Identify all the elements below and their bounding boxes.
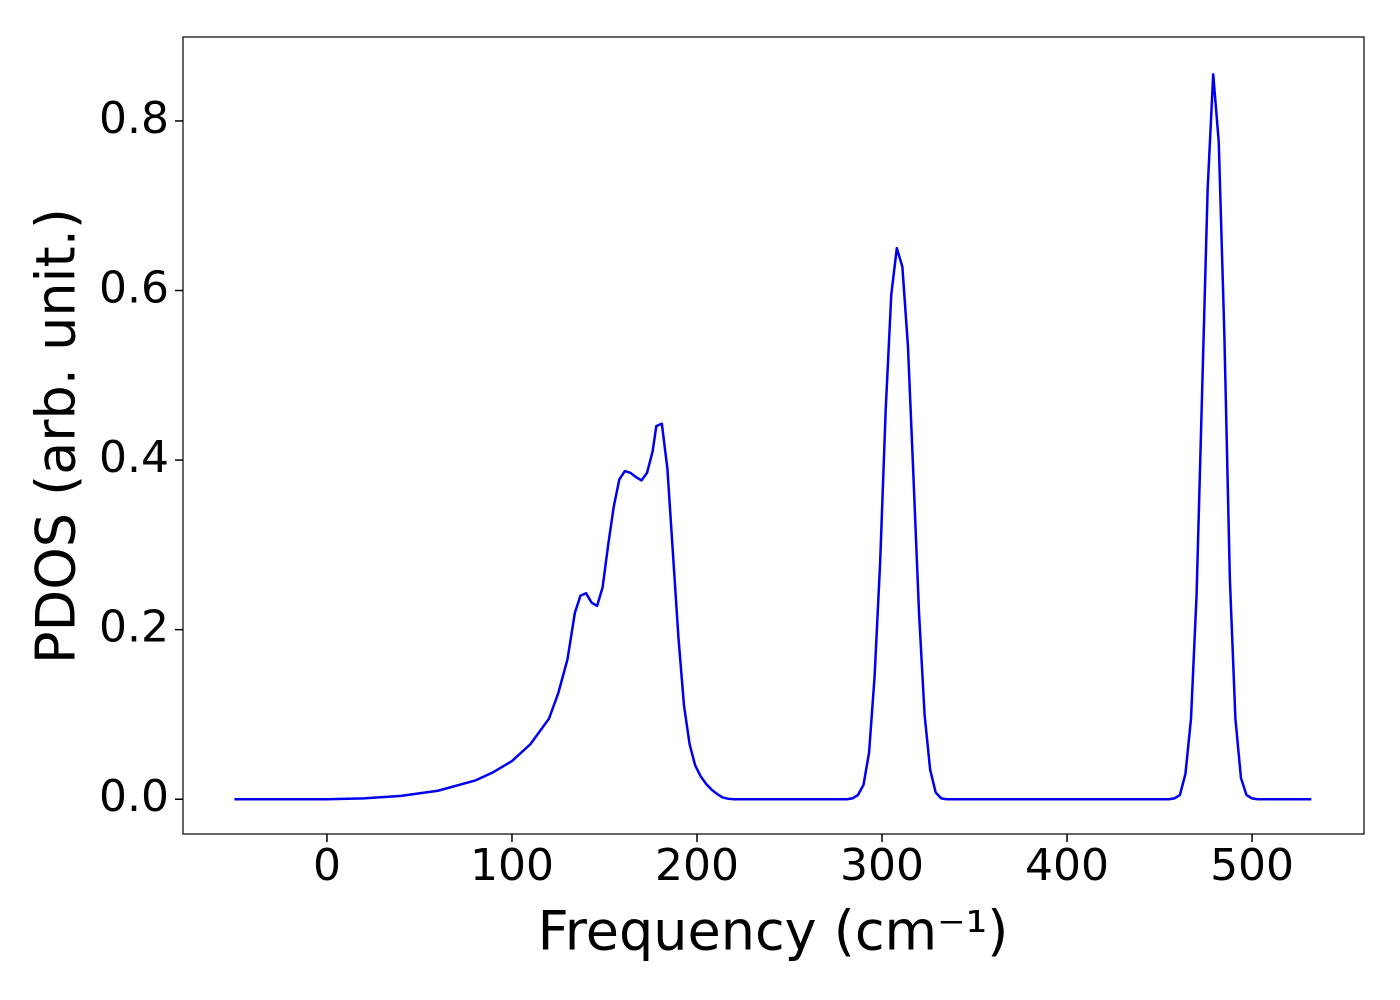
x-tick-label: 500 — [1210, 840, 1294, 891]
x-tick-label: 300 — [840, 840, 924, 891]
y-tick-label: 0.4 — [99, 432, 169, 483]
y-tick-label: 0.8 — [99, 93, 169, 144]
x-tick-label: 100 — [470, 840, 554, 891]
x-tick-label: 200 — [655, 840, 739, 891]
x-tick-label: 0 — [313, 840, 341, 891]
y-tick-label: 0.6 — [99, 263, 169, 314]
y-axis-label: PDOS (arb. unit.) — [25, 208, 88, 664]
x-axis-label: Frequency (cm⁻¹) — [538, 900, 1009, 963]
x-tick-label: 400 — [1025, 840, 1109, 891]
plot-frame — [182, 36, 1365, 835]
y-tick-label: 0.2 — [99, 602, 169, 653]
line-series — [234, 73, 1312, 801]
y-tick-label: 0.0 — [99, 771, 169, 822]
